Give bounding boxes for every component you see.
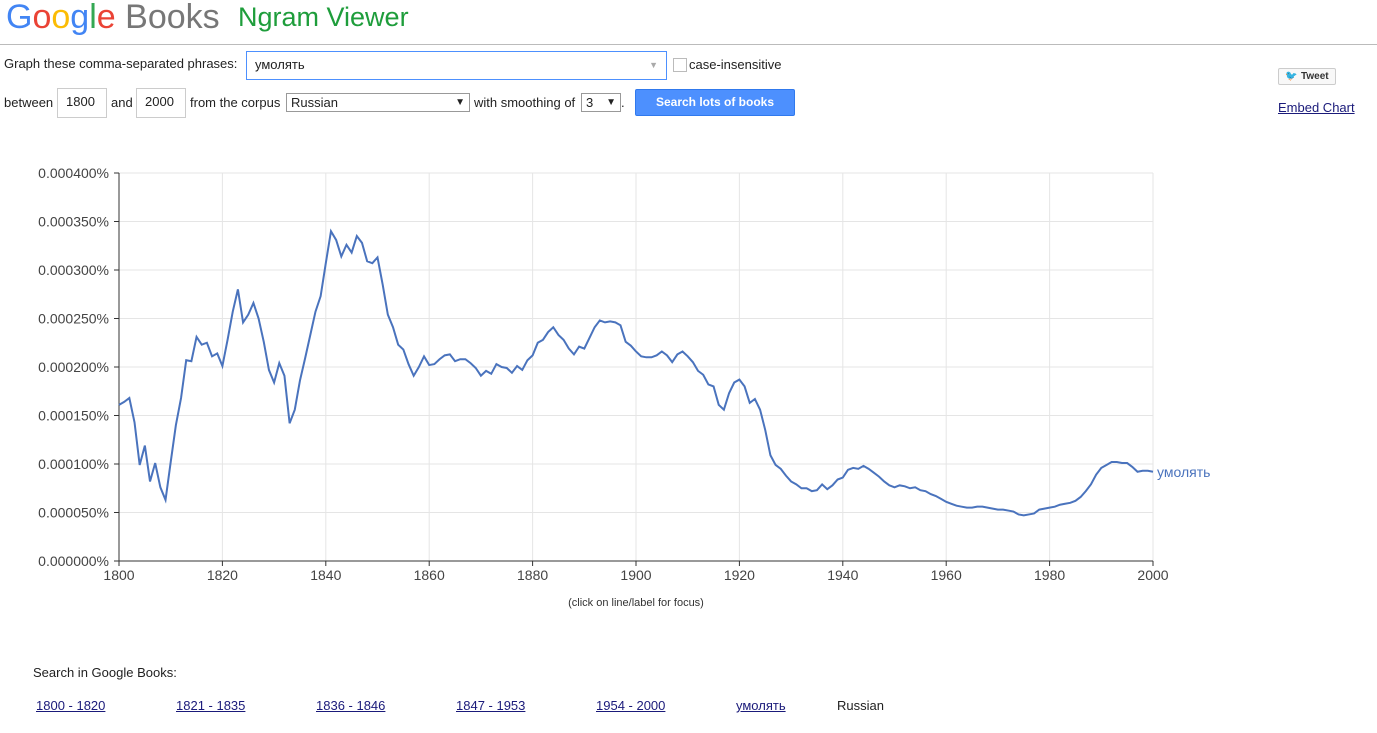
footer-link[interactable]: 1800 - 1820 <box>36 698 106 713</box>
smoothing-select[interactable]: 3 ▼ <box>581 93 621 112</box>
y-tick-label: 0.000250% <box>38 311 109 327</box>
x-tick-label: 1820 <box>207 567 238 583</box>
y-tick-label: 0.000100% <box>38 456 109 472</box>
x-tick-label: 1840 <box>310 567 341 583</box>
x-tick-label: 1960 <box>931 567 962 583</box>
end-year: 2000 <box>145 94 174 109</box>
start-year-input[interactable]: 1800 <box>57 88 107 118</box>
y-tick-label: 0.000350% <box>38 214 109 230</box>
and-label: and <box>111 95 133 110</box>
phrases-value: умолять <box>255 57 305 72</box>
logo-books: Books <box>125 0 220 36</box>
y-tick-label: 0.000200% <box>38 359 109 375</box>
phrases-input[interactable]: умолять ▼ <box>246 51 667 80</box>
smoothing-value: 3 <box>586 95 594 110</box>
app-title: Ngram Viewer <box>238 2 409 32</box>
phrases-label: Graph these comma-separated phrases: <box>4 56 238 71</box>
x-tick-label: 1900 <box>620 567 651 583</box>
footer-link[interactable]: 1954 - 2000 <box>596 698 666 713</box>
x-tick-label: 1980 <box>1034 567 1065 583</box>
between-label: between <box>4 95 54 110</box>
logo-google: Google <box>6 0 116 36</box>
tweet-label: Tweet <box>1301 71 1329 82</box>
x-tick-label: 1800 <box>103 567 134 583</box>
embed-link[interactable]: Embed Chart <box>1278 100 1355 115</box>
footer-link[interactable]: 1836 - 1846 <box>316 698 386 713</box>
corpus-select[interactable]: Russian ▼ <box>286 93 470 112</box>
y-tick-label: 0.000050% <box>38 505 109 521</box>
case-checkbox[interactable] <box>673 58 687 72</box>
period: . <box>621 95 625 110</box>
corpus-label: from the corpus <box>190 95 281 110</box>
footer-link[interactable]: 1821 - 1835 <box>176 698 246 713</box>
x-tick-label: 1880 <box>517 567 548 583</box>
x-tick-label: 2000 <box>1137 567 1168 583</box>
footer-link[interactable]: 1847 - 1953 <box>456 698 526 713</box>
corpus-value: Russian <box>291 95 338 110</box>
footer-link[interactable]: умолять <box>736 698 786 713</box>
footer-label: Search in Google Books: <box>33 665 177 680</box>
x-tick-label: 1860 <box>414 567 445 583</box>
tweet-button[interactable]: 🐦 Tweet <box>1278 68 1336 85</box>
x-tick-label: 1940 <box>827 567 858 583</box>
end-year-input[interactable]: 2000 <box>136 88 186 118</box>
series-label[interactable]: умолять <box>1157 464 1210 480</box>
divider <box>0 44 1377 45</box>
case-label: case-insensitive <box>689 57 782 72</box>
chart: 0.000000% 0.000050% 0.000100% 0.000150% 0.00… <box>38 165 1210 609</box>
footer-corpus: Russian <box>837 698 884 713</box>
y-tick-label: 0.000150% <box>38 408 109 424</box>
series-line[interactable] <box>118 228 1154 517</box>
y-tick-label: 0.000300% <box>38 262 109 278</box>
chart-note: (click on line/label for focus) <box>568 597 704 609</box>
x-tick-label: 1920 <box>724 567 755 583</box>
start-year: 1800 <box>66 94 95 109</box>
search-button[interactable]: Search lots of books <box>635 89 795 116</box>
logo: Google Books <box>6 0 220 37</box>
y-tick-label: 0.000000% <box>38 553 109 569</box>
y-tick-label: 0.000400% <box>38 165 109 181</box>
smoothing-label: with smoothing of <box>474 95 576 110</box>
tweet-icon: 🐦 <box>1285 71 1298 82</box>
